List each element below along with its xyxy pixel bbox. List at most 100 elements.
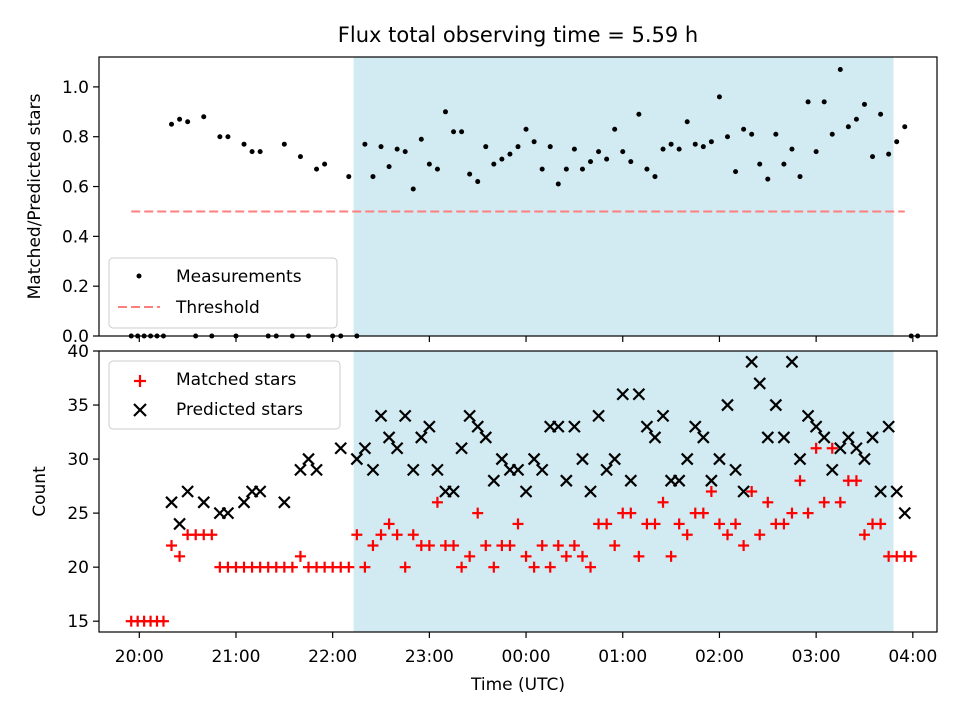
predicted-star-point [527, 452, 541, 466]
predicted-star-point [350, 452, 364, 466]
measurement-point [499, 156, 505, 162]
matched-star-point [448, 540, 460, 552]
predicted-star-point [447, 485, 460, 498]
x-tick-label: 20:00 [115, 647, 164, 667]
predicted-star-point [406, 463, 420, 477]
predicted-star-point [656, 409, 670, 423]
measurement-point [579, 166, 585, 172]
measurement-point [257, 149, 263, 155]
measurement-point [451, 129, 457, 135]
matched-star-point [681, 529, 693, 541]
measurement-point [886, 151, 892, 157]
measurement-point [241, 141, 247, 147]
measurement-point [483, 144, 489, 150]
predicted-star-point [390, 441, 404, 455]
predicted-star-point [358, 441, 372, 455]
measurement-point [878, 111, 884, 117]
top-plot-frame [98, 56, 938, 337]
predicted-star-point [616, 387, 630, 401]
bottom-panel: 15 20 25 30 35 40 20:00 21:00 22:00 23:00 00:00 01… [30, 342, 938, 695]
matched-star-point [488, 561, 500, 573]
predicted-star-point [842, 431, 855, 444]
measurement-point [741, 126, 747, 132]
matched-star-point [818, 496, 830, 508]
predicted-star-point [495, 452, 509, 466]
matched-star-point [528, 561, 540, 573]
measurement-point [442, 109, 448, 115]
bottom-y-tick-label: 20 [67, 558, 89, 578]
predicted-star-point [479, 431, 493, 444]
legend-marker-matched [134, 375, 146, 387]
matched-star-point [375, 529, 387, 541]
matched-star-point [746, 486, 758, 497]
matched-star-point [585, 561, 597, 573]
matched-star-point [762, 496, 774, 508]
measurement-point [394, 146, 400, 152]
measurement-point [475, 179, 481, 185]
predicted-star-points [165, 355, 912, 531]
top-x-axis-ticks [138, 336, 914, 342]
matched-star-point [657, 496, 669, 508]
matched-star-point [826, 442, 838, 454]
matched-star-point [407, 529, 419, 541]
measurement-point [434, 166, 440, 172]
x-tick-label: 04:00 [888, 647, 937, 667]
predicted-star-point [761, 431, 775, 444]
measurement-point [491, 161, 497, 167]
x-tick-label: 02:00 [695, 647, 744, 667]
measurement-point [563, 166, 569, 172]
measurement-point [692, 141, 698, 147]
matched-star-point [802, 507, 814, 519]
predicted-star-point [568, 420, 581, 433]
predicted-star-point [697, 431, 710, 444]
predicted-star-point [882, 420, 895, 433]
measurement-point [322, 161, 328, 167]
predicted-star-point [487, 474, 501, 487]
measurement-point [861, 101, 867, 107]
predicted-star-point [874, 485, 887, 498]
bottom-y-tick-label: 40 [67, 342, 89, 362]
legend-marker-predicted [133, 403, 147, 417]
measurement-point [797, 174, 803, 180]
predicted-star-point [890, 485, 903, 498]
observing-window-band [353, 351, 894, 632]
measurement-point [684, 119, 690, 125]
predicted-star-point [866, 431, 879, 444]
predicted-star-point [608, 452, 621, 466]
predicted-star-point [181, 485, 194, 498]
matched-star-point [206, 529, 218, 541]
predicted-star-point [374, 409, 388, 423]
matched-star-point [512, 518, 524, 530]
predicted-star-point [898, 506, 912, 520]
bottom-x-axis-ticks: 20:00 21:00 22:00 23:00 00:00 01:00 02:00 03:00… [115, 632, 937, 667]
top-y-axis-ticks: 0.0 0.2 0.4 0.6 0.8 1.0 [62, 78, 99, 347]
matched-star-point [875, 518, 887, 530]
measurement-point [346, 174, 352, 180]
predicted-star-point [688, 420, 702, 433]
measurement-point [725, 134, 730, 140]
predicted-star-point [253, 485, 267, 498]
predicted-star-point [809, 420, 823, 433]
matched-star-point [601, 518, 613, 530]
measurement-point [636, 111, 642, 117]
measurement-point [716, 94, 722, 100]
measurement-point [765, 176, 771, 182]
measurement-point [547, 144, 553, 150]
measurement-point [467, 171, 473, 177]
matched-star-point [786, 507, 798, 519]
predicted-star-point [294, 463, 307, 477]
measurement-point [813, 149, 819, 155]
measurement-point [620, 149, 626, 155]
measurement-point [700, 144, 706, 150]
x-tick-label: 01:00 [598, 647, 647, 667]
measurement-point [362, 141, 368, 147]
predicted-star-point [511, 463, 525, 477]
matched-star-point [343, 561, 355, 573]
measurement-point [249, 149, 255, 155]
predicted-star-point [415, 431, 428, 444]
matched-star-point [166, 540, 178, 552]
measurement-point [733, 169, 739, 175]
chart-title: Flux total observing time = 5.59 h [338, 23, 698, 47]
measurement-point [177, 116, 183, 122]
top-y-tick-label: 0.4 [62, 227, 89, 247]
